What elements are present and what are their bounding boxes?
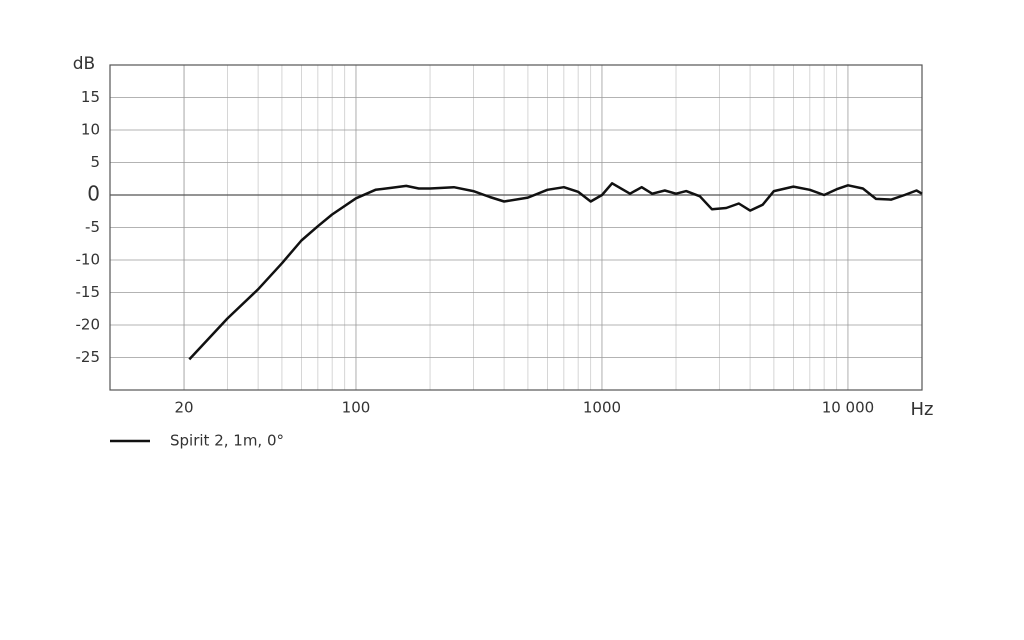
y-tick-label: -25 <box>76 348 101 366</box>
y-axis-label: dB <box>73 54 95 74</box>
x-tick-label: 20 <box>175 399 194 417</box>
y-tick-label: -5 <box>85 218 100 236</box>
x-tick-label: 100 <box>342 399 371 417</box>
y-tick-label: -15 <box>76 283 101 301</box>
response-line <box>188 182 923 361</box>
y-tick-label: 15 <box>81 88 100 106</box>
y-tick-label: -10 <box>76 251 101 269</box>
y-tick-label: 0 <box>87 182 100 206</box>
x-tick-label: 10 000 <box>822 399 875 417</box>
plot-border <box>109 64 923 391</box>
x-axis-label: Hz <box>911 399 934 420</box>
legend-label: Spirit 2, 1m, 0° <box>170 432 284 450</box>
y-tick-label: -20 <box>76 316 101 334</box>
y-tick-label: 10 <box>81 121 100 139</box>
y-tick-label: 5 <box>90 153 100 171</box>
x-tick-label: 1000 <box>583 399 621 417</box>
